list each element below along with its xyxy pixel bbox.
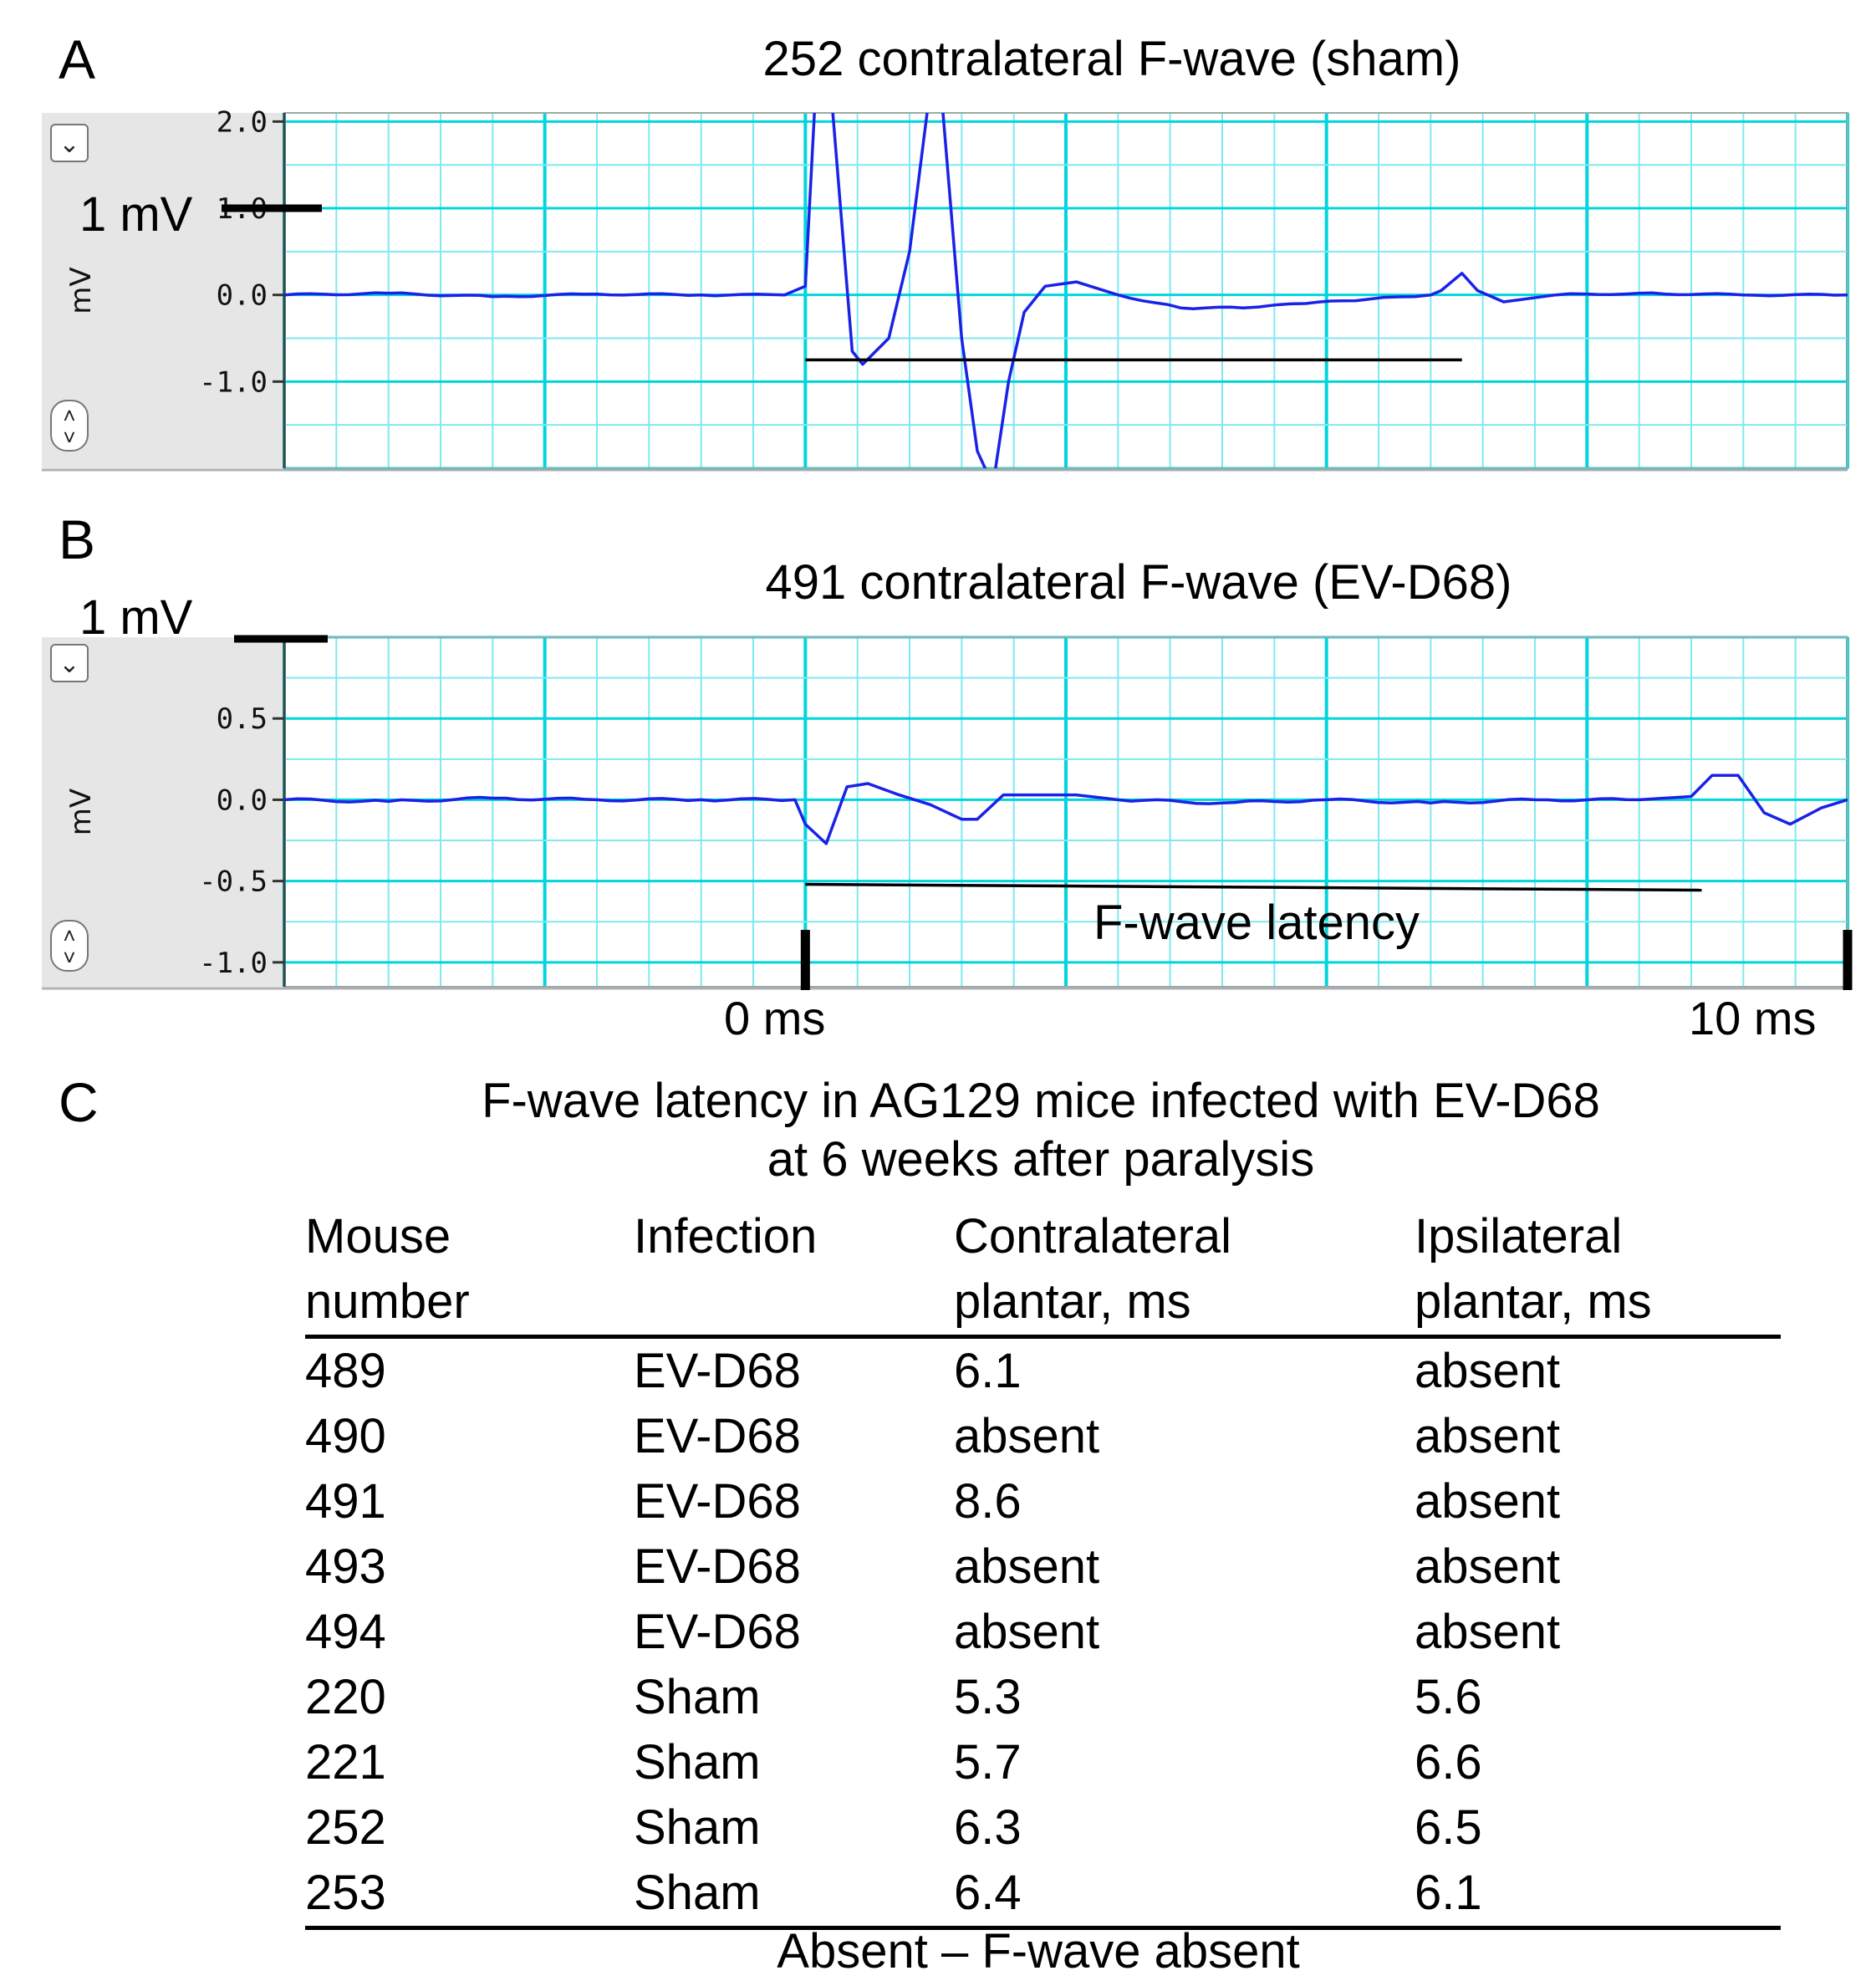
panel-b-scroll-button[interactable]: ˄ ˅ (50, 920, 89, 972)
y-tick-label: 0.0 (217, 784, 268, 817)
table-cell: EV-D68 (634, 1344, 801, 1398)
table-cell: EV-D68 (634, 1605, 801, 1659)
latency-table-wrap: Mouse number Infection Contralateral plant… (305, 1204, 1781, 1930)
column-header: Infection (634, 1209, 818, 1264)
panel-a-scale-label: 1 mV (79, 187, 193, 242)
up-down-arrows-icon: ˄ ˅ (63, 923, 76, 970)
table-cell: 6.1 (1415, 1866, 1482, 1920)
chevron-down-icon: ⌄ (59, 651, 80, 678)
table-cell: 6.6 (1415, 1735, 1482, 1789)
panel-a-oscilloscope: 2.01.00.0-1.0mV (42, 105, 1849, 472)
y-tick-label: -1.0 (199, 947, 268, 980)
table-cell: 490 (305, 1409, 386, 1463)
table-row: 493 EV-D68 absent absent (305, 1534, 1781, 1600)
table-row: 489 EV-D68 6.1 absent (305, 1337, 1781, 1405)
table-cell: 253 (305, 1866, 386, 1920)
table-cell: absent (954, 1605, 1100, 1659)
table-cell: absent (1415, 1344, 1561, 1398)
latency-annotation: F-wave latency (1093, 896, 1420, 950)
table-cell: 6.4 (954, 1866, 1022, 1920)
table-row: 221 Sham 5.7 6.6 (305, 1730, 1781, 1795)
table-cell: absent (1415, 1539, 1561, 1594)
y-tick-label: 2.0 (217, 105, 268, 139)
y-axis-label: mV (64, 267, 98, 314)
panel-a-menu-button[interactable]: ⌄ (50, 124, 89, 162)
table-cell: absent (954, 1539, 1100, 1594)
table-cell: absent (1415, 1605, 1561, 1659)
panel-b-scale-label: 1 mV (79, 590, 193, 645)
column-header: Contralateral plantar, ms (954, 1209, 1232, 1329)
table-cell: absent (1415, 1474, 1561, 1529)
table-cell: absent (1415, 1409, 1561, 1463)
table-cell: 5.3 (954, 1670, 1022, 1724)
x-start-label: 0 ms (724, 992, 826, 1044)
signal-trace (284, 773, 1848, 845)
table-cell: EV-D68 (634, 1539, 801, 1594)
table-row: 220 Sham 5.3 5.6 (305, 1665, 1781, 1730)
table-title: F-wave latency in AG129 mice infected wi… (414, 1072, 1668, 1189)
table-title-line2: at 6 weeks after paralysis (767, 1132, 1315, 1187)
table-cell: Sham (634, 1735, 761, 1789)
table-header-row: Mouse number Infection Contralateral plant… (305, 1204, 1781, 1337)
table-cell: 252 (305, 1800, 386, 1855)
table-row: 491 EV-D68 8.6 absent (305, 1469, 1781, 1534)
y-axis-label: mV (64, 789, 98, 835)
table-cell: EV-D68 (634, 1474, 801, 1529)
column-header: Ipsilateral plantar, ms (1415, 1209, 1652, 1329)
panel-b-title: 491 contralateral F-wave (EV-D68) (765, 555, 1512, 610)
table-cell: 8.6 (954, 1474, 1022, 1529)
panel-b-menu-button[interactable]: ⌄ (50, 644, 89, 682)
table-cell: 5.6 (1415, 1670, 1482, 1724)
chevron-down-icon: ⌄ (59, 130, 80, 158)
table-cell: 6.3 (954, 1800, 1022, 1855)
table-cell: 5.7 (954, 1735, 1022, 1789)
table-cell: 6.5 (1415, 1800, 1482, 1855)
y-tick-label: 0.5 (217, 702, 268, 736)
table-cell: absent (954, 1409, 1100, 1463)
table-cell: 491 (305, 1474, 386, 1529)
y-tick-label: -0.5 (199, 865, 268, 899)
signal-trace (284, 113, 1848, 468)
table-row: 490 EV-D68 absent absent (305, 1404, 1781, 1469)
table-cell: Sham (634, 1670, 761, 1724)
table-cell: 220 (305, 1670, 386, 1724)
panel-c-letter: C (59, 1071, 99, 1133)
panel-b-letter: B (59, 508, 96, 570)
table-row: 253 Sham 6.4 6.1 (305, 1861, 1781, 1928)
panel-a-letter: A (59, 28, 96, 90)
table-row: 494 EV-D68 absent absent (305, 1600, 1781, 1665)
x-end-label: 10 ms (1689, 992, 1817, 1044)
y-tick-label: 0.0 (217, 279, 268, 313)
table-footnote: Absent – F-wave absent (777, 1924, 1300, 1978)
latency-line (805, 882, 1702, 892)
table-title-line1: F-wave latency in AG129 mice infected wi… (482, 1074, 1600, 1128)
column-header: Mouse number (305, 1209, 470, 1329)
panel-a-scroll-button[interactable]: ˄ ˅ (50, 400, 89, 452)
panel-b-oscilloscope: 0.5 0.0 -0.5 -1.0 mV (42, 635, 1853, 990)
table-cell: 6.1 (954, 1344, 1022, 1398)
table-cell: Sham (634, 1866, 761, 1920)
y-tick-label: -1.0 (199, 365, 268, 399)
table-row: 252 Sham 6.3 6.5 (305, 1795, 1781, 1861)
table-cell: EV-D68 (634, 1409, 801, 1463)
panel-a-title: 252 contralateral F-wave (sham) (762, 32, 1461, 86)
latency-table: Mouse number Infection Contralateral plant… (305, 1204, 1781, 1930)
table-cell: 489 (305, 1344, 386, 1398)
table-cell: Sham (634, 1800, 761, 1855)
table-cell: 221 (305, 1735, 386, 1789)
up-down-arrows-icon: ˄ ˅ (63, 403, 76, 450)
table-cell: 493 (305, 1539, 386, 1594)
table-cell: 494 (305, 1605, 386, 1659)
